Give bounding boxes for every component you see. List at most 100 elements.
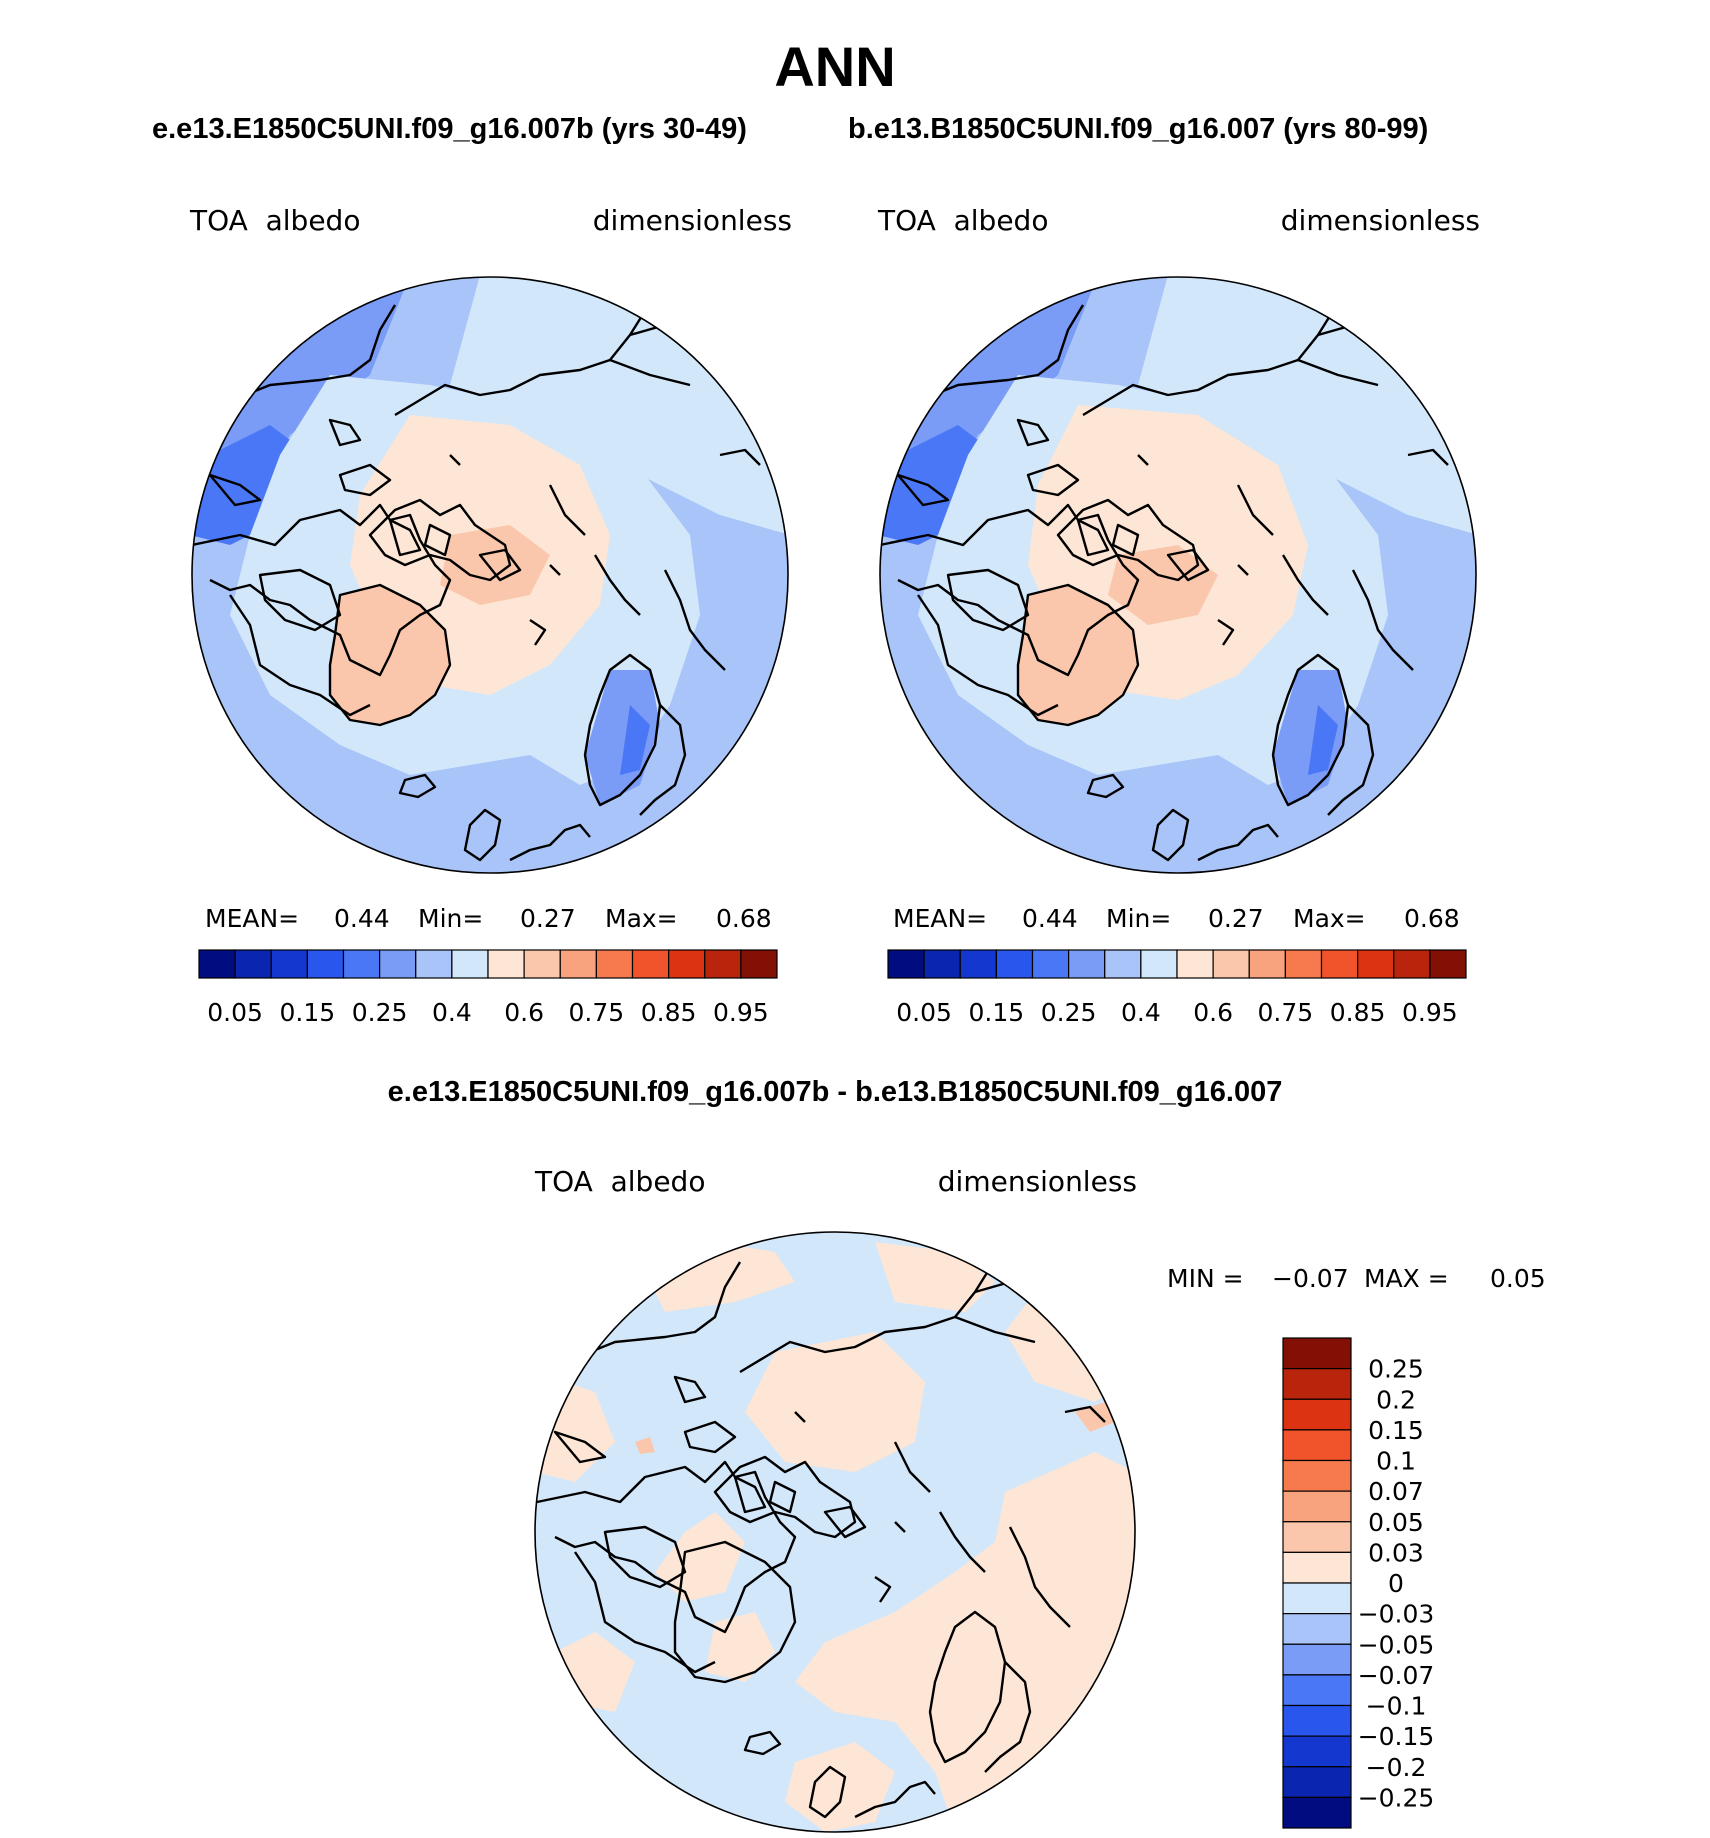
main-title: ANN <box>774 35 895 98</box>
colorbar-swatch <box>740 949 778 979</box>
colorbar-swatch <box>1320 949 1359 979</box>
colorbar-swatch <box>1104 949 1142 979</box>
colorbar-swatch <box>1282 1582 1352 1615</box>
colorbar-tick-label: 0.25 <box>1041 998 1097 1027</box>
colorbar-swatch <box>415 949 453 979</box>
diff-title: e.e13.E1850C5UNI.f09_g16.007b - b.e13.B1… <box>388 1076 1283 1108</box>
colorbar-tick-label: 0.85 <box>641 998 697 1027</box>
panel-diff-stats: MIN = −0.07 MAX = 0.05 <box>1167 1264 1546 1293</box>
colorbar-swatch <box>451 949 489 979</box>
colorbar-tick-label: 0.4 <box>1121 998 1161 1027</box>
colorbar-swatch <box>959 949 997 979</box>
panel-diff: TOA albedo dimensionless <box>534 1165 1546 1833</box>
panel-right-stats: MEAN= 0.44 Min= 0.27 Max= 0.68 <box>893 904 1460 933</box>
colorbar-swatch <box>1176 949 1214 979</box>
colorbar-swatch <box>1282 1398 1352 1431</box>
colorbar-tick-label: 0.25 <box>352 998 408 1027</box>
colorbar-tick-label: 0.15 <box>1368 1416 1424 1445</box>
colorbar-tick-label: 0.03 <box>1368 1538 1424 1567</box>
colorbar-tick-label: 0.4 <box>432 998 472 1027</box>
panel-diff-map <box>534 1231 1136 1833</box>
panel-left: TOA albedo dimensionless MEAN= <box>189 204 792 1027</box>
panel-left-variable: TOA albedo <box>189 204 360 237</box>
colorbar-swatch <box>1068 949 1106 979</box>
colorbar-tick-label: 0.07 <box>1368 1477 1424 1506</box>
panel-left-map <box>191 276 789 874</box>
subtitle-right: b.e13.B1850C5UNI.f09_g16.007 (yrs 80-99) <box>848 113 1428 145</box>
max-label: Max= <box>1293 904 1366 933</box>
max-label: MAX = <box>1364 1264 1449 1293</box>
colorbar-tick-label: 0.2 <box>1376 1385 1416 1414</box>
panel-diff-variable: TOA albedo <box>534 1165 705 1198</box>
colorbar-swatch <box>668 949 706 979</box>
colorbar-swatch <box>1212 949 1250 979</box>
colorbar-tick-label: 0.95 <box>713 998 769 1027</box>
colorbar-swatch <box>1282 1521 1352 1553</box>
colorbar-swatch <box>523 949 561 979</box>
colorbar-tick-label: −0.05 <box>1358 1630 1435 1659</box>
colorbar-tick-label: 0.75 <box>1258 998 1314 1027</box>
colorbar-swatch <box>198 949 236 979</box>
colorbar-tick-label: 0.05 <box>1368 1508 1424 1537</box>
colorbar-left: 0.05 0.15 0.25 0.4 0.6 0.75 0.85 0.95 <box>198 949 778 1027</box>
colorbar-tick-label: 0.75 <box>569 998 625 1027</box>
mean-label: MEAN= <box>893 904 987 933</box>
colorbar-swatch <box>1282 1735 1352 1768</box>
colorbar-swatch <box>1282 1551 1352 1584</box>
colorbar-tick-label: −0.03 <box>1358 1600 1435 1629</box>
colorbar-swatch <box>1282 1490 1352 1523</box>
colorbar-swatch <box>923 949 961 979</box>
colorbar-swatch <box>270 949 308 979</box>
colorbar-tick-label: 0.25 <box>1368 1355 1424 1384</box>
min-value: 0.27 <box>1208 904 1264 933</box>
max-label: Max= <box>605 904 678 933</box>
colorbar-tick-label: −0.25 <box>1358 1783 1435 1812</box>
colorbar-tick-label: 0.05 <box>207 998 263 1027</box>
colorbar-swatch <box>887 949 925 979</box>
panel-left-units: dimensionless <box>593 204 792 237</box>
colorbar-tick-label: −0.2 <box>1366 1753 1427 1782</box>
max-value: 0.68 <box>716 904 772 933</box>
colorbar-swatch <box>995 949 1034 979</box>
colorbar-swatch <box>1031 949 1070 979</box>
colorbar-swatch <box>1284 949 1323 979</box>
colorbar-swatch <box>1248 949 1286 979</box>
max-value: 0.68 <box>1404 904 1460 933</box>
colorbar-swatch <box>595 949 634 979</box>
min-label: Min= <box>1106 904 1171 933</box>
colorbar-swatch <box>1282 1337 1352 1370</box>
panel-right-units: dimensionless <box>1281 204 1480 237</box>
colorbar-swatch <box>1282 1459 1352 1492</box>
colorbar-swatch <box>1282 1613 1352 1645</box>
min-label: Min= <box>418 904 483 933</box>
max-value: 0.05 <box>1490 1264 1546 1293</box>
colorbar-diff: 0.250.20.150.10.070.050.030−0.03−0.05−0.… <box>1282 1337 1435 1829</box>
min-value: 0.27 <box>520 904 576 933</box>
colorbar-swatch <box>1282 1368 1352 1400</box>
colorbar-tick-label: 0.1 <box>1376 1447 1416 1476</box>
panel-right: TOA albedo dimensionless MEAN= 0.44 <box>877 204 1480 1027</box>
colorbar-swatch <box>1357 949 1395 979</box>
mean-label: MEAN= <box>205 904 299 933</box>
colorbar-tick-label: 0.85 <box>1330 998 1386 1027</box>
panel-right-variable: TOA albedo <box>877 204 1048 237</box>
colorbar-swatch <box>1282 1674 1352 1707</box>
colorbar-swatch <box>1429 949 1467 979</box>
colorbar-swatch <box>1282 1429 1352 1462</box>
colorbar-swatch <box>1282 1704 1352 1737</box>
colorbar-swatch <box>234 949 272 979</box>
min-value: −0.07 <box>1272 1264 1349 1293</box>
colorbar-tick-label: 0.6 <box>1193 998 1233 1027</box>
colorbar-swatch <box>559 949 597 979</box>
colorbar-swatch <box>379 949 417 979</box>
min-label: MIN = <box>1167 1264 1244 1293</box>
colorbar-swatch <box>487 949 525 979</box>
colorbar-tick-label: 0.95 <box>1402 998 1458 1027</box>
colorbar-tick-label: 0.15 <box>280 998 336 1027</box>
colorbar-swatch <box>1140 949 1178 979</box>
panel-left-stats: MEAN= 0.44 Min= 0.27 Max= 0.68 <box>205 904 772 933</box>
colorbar-swatch <box>704 949 742 979</box>
colorbar-right: 0.05 0.15 0.25 0.4 0.6 0.75 0.85 0.95 <box>887 949 1467 1027</box>
colorbar-swatch <box>1282 1796 1352 1829</box>
